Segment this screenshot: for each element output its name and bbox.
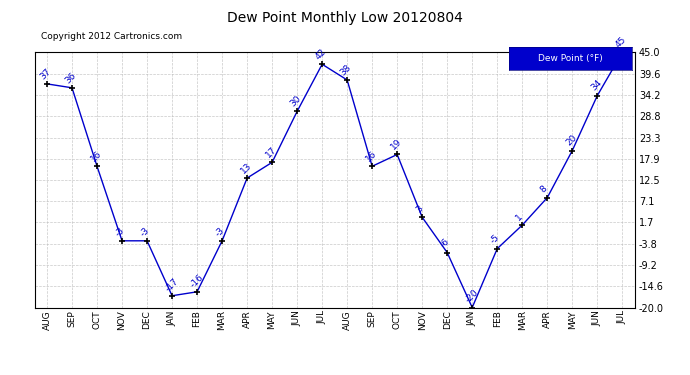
Text: -5: -5 bbox=[489, 233, 502, 246]
Text: 16: 16 bbox=[364, 149, 378, 164]
Text: -6: -6 bbox=[439, 237, 451, 250]
Text: -3: -3 bbox=[214, 225, 226, 238]
Text: 8: 8 bbox=[539, 184, 549, 195]
Text: -20: -20 bbox=[464, 288, 481, 305]
Text: 37: 37 bbox=[39, 67, 53, 81]
Text: 34: 34 bbox=[589, 78, 603, 93]
Text: Copyright 2012 Cartronics.com: Copyright 2012 Cartronics.com bbox=[41, 32, 181, 41]
Text: 1: 1 bbox=[514, 212, 524, 222]
Text: 30: 30 bbox=[289, 94, 304, 109]
Text: -17: -17 bbox=[164, 276, 181, 293]
Text: 45: 45 bbox=[614, 35, 629, 50]
Text: -3: -3 bbox=[114, 225, 126, 238]
Text: -3: -3 bbox=[139, 225, 151, 238]
Text: 13: 13 bbox=[239, 161, 253, 175]
Text: Dew Point Monthly Low 20120804: Dew Point Monthly Low 20120804 bbox=[227, 11, 463, 25]
Text: 3: 3 bbox=[414, 204, 424, 214]
Text: 36: 36 bbox=[63, 70, 78, 85]
Text: 38: 38 bbox=[339, 63, 353, 77]
Text: -16: -16 bbox=[189, 272, 206, 289]
Text: 42: 42 bbox=[314, 47, 328, 62]
Text: 17: 17 bbox=[264, 145, 278, 160]
Text: 19: 19 bbox=[389, 137, 404, 152]
Text: 20: 20 bbox=[564, 134, 578, 148]
Text: 16: 16 bbox=[89, 149, 104, 164]
